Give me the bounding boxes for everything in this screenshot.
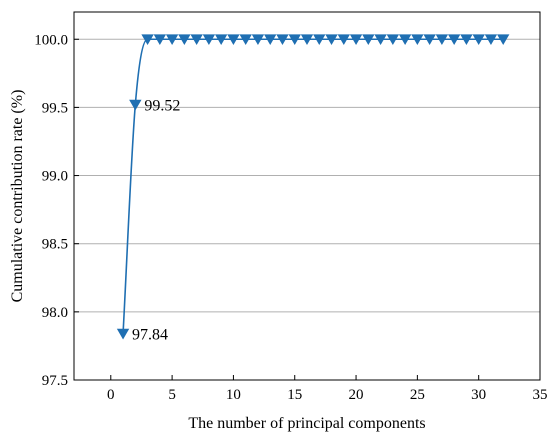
data-point-marker <box>423 34 436 46</box>
x-tick-label: 0 <box>107 387 115 403</box>
data-point-marker <box>264 34 277 46</box>
data-point-marker <box>337 34 350 46</box>
y-tick-label: 99.5 <box>42 100 68 116</box>
data-point-marker <box>116 328 130 340</box>
data-point-marker <box>411 34 424 46</box>
data-point-marker <box>313 34 326 46</box>
data-point-marker <box>325 34 338 46</box>
x-tick-label: 20 <box>349 387 364 403</box>
data-point-marker <box>239 34 252 46</box>
data-point-marker <box>288 34 301 46</box>
data-point-marker <box>374 34 387 46</box>
x-tick-label: 25 <box>410 387 425 403</box>
data-point-marker <box>472 34 485 46</box>
data-labels: 97.84 99.52 <box>132 98 180 344</box>
data-point-marker <box>214 34 228 46</box>
series-curve <box>122 38 504 334</box>
data-point-marker <box>300 34 314 46</box>
data-point-marker <box>178 34 191 46</box>
data-point-marker <box>362 34 375 46</box>
data-point-marker <box>129 99 142 111</box>
data-point-marker <box>276 34 289 46</box>
data-point-marker <box>165 34 179 46</box>
data-label: 99.52 <box>144 98 180 115</box>
x-tick-label: 30 <box>471 387 486 403</box>
y-tick-label: 97.5 <box>42 373 68 389</box>
series-markers <box>116 34 510 340</box>
data-point-marker <box>460 34 473 46</box>
data-point-marker <box>398 34 412 46</box>
data-point-marker <box>202 34 216 46</box>
data-point-marker <box>349 34 363 46</box>
x-tick-label: 35 <box>533 387 548 403</box>
y-tick-label: 100.0 <box>34 32 68 48</box>
x-axis-label: The number of principal components <box>188 415 425 432</box>
y-axis-label: Cumulative contribution rate (%) <box>9 90 26 303</box>
x-tick-label: 15 <box>287 387 302 403</box>
axis-ticks: 97.5 98.0 98.5 99.0 99.5 100.0 0 5 10 15 20 25 30 35 <box>34 32 547 403</box>
data-label: 97.84 <box>132 327 168 344</box>
data-point-marker <box>435 34 449 46</box>
x-tick-label: 5 <box>168 387 176 403</box>
y-tick-label: 99.0 <box>42 169 68 185</box>
series-line <box>122 38 504 334</box>
data-point-marker <box>484 34 498 46</box>
data-point-marker <box>153 34 167 46</box>
y-tick-label: 98.0 <box>42 305 68 321</box>
data-point-marker <box>497 34 510 46</box>
plot-frame <box>73 11 541 381</box>
data-point-marker <box>447 34 461 46</box>
y-tick-label: 98.5 <box>42 237 68 253</box>
data-point-marker <box>386 34 400 46</box>
x-tick-label: 10 <box>226 387 241 403</box>
data-point-marker <box>141 34 154 46</box>
data-point-marker <box>251 34 265 46</box>
data-point-marker <box>190 34 203 46</box>
data-point-marker <box>227 34 240 46</box>
